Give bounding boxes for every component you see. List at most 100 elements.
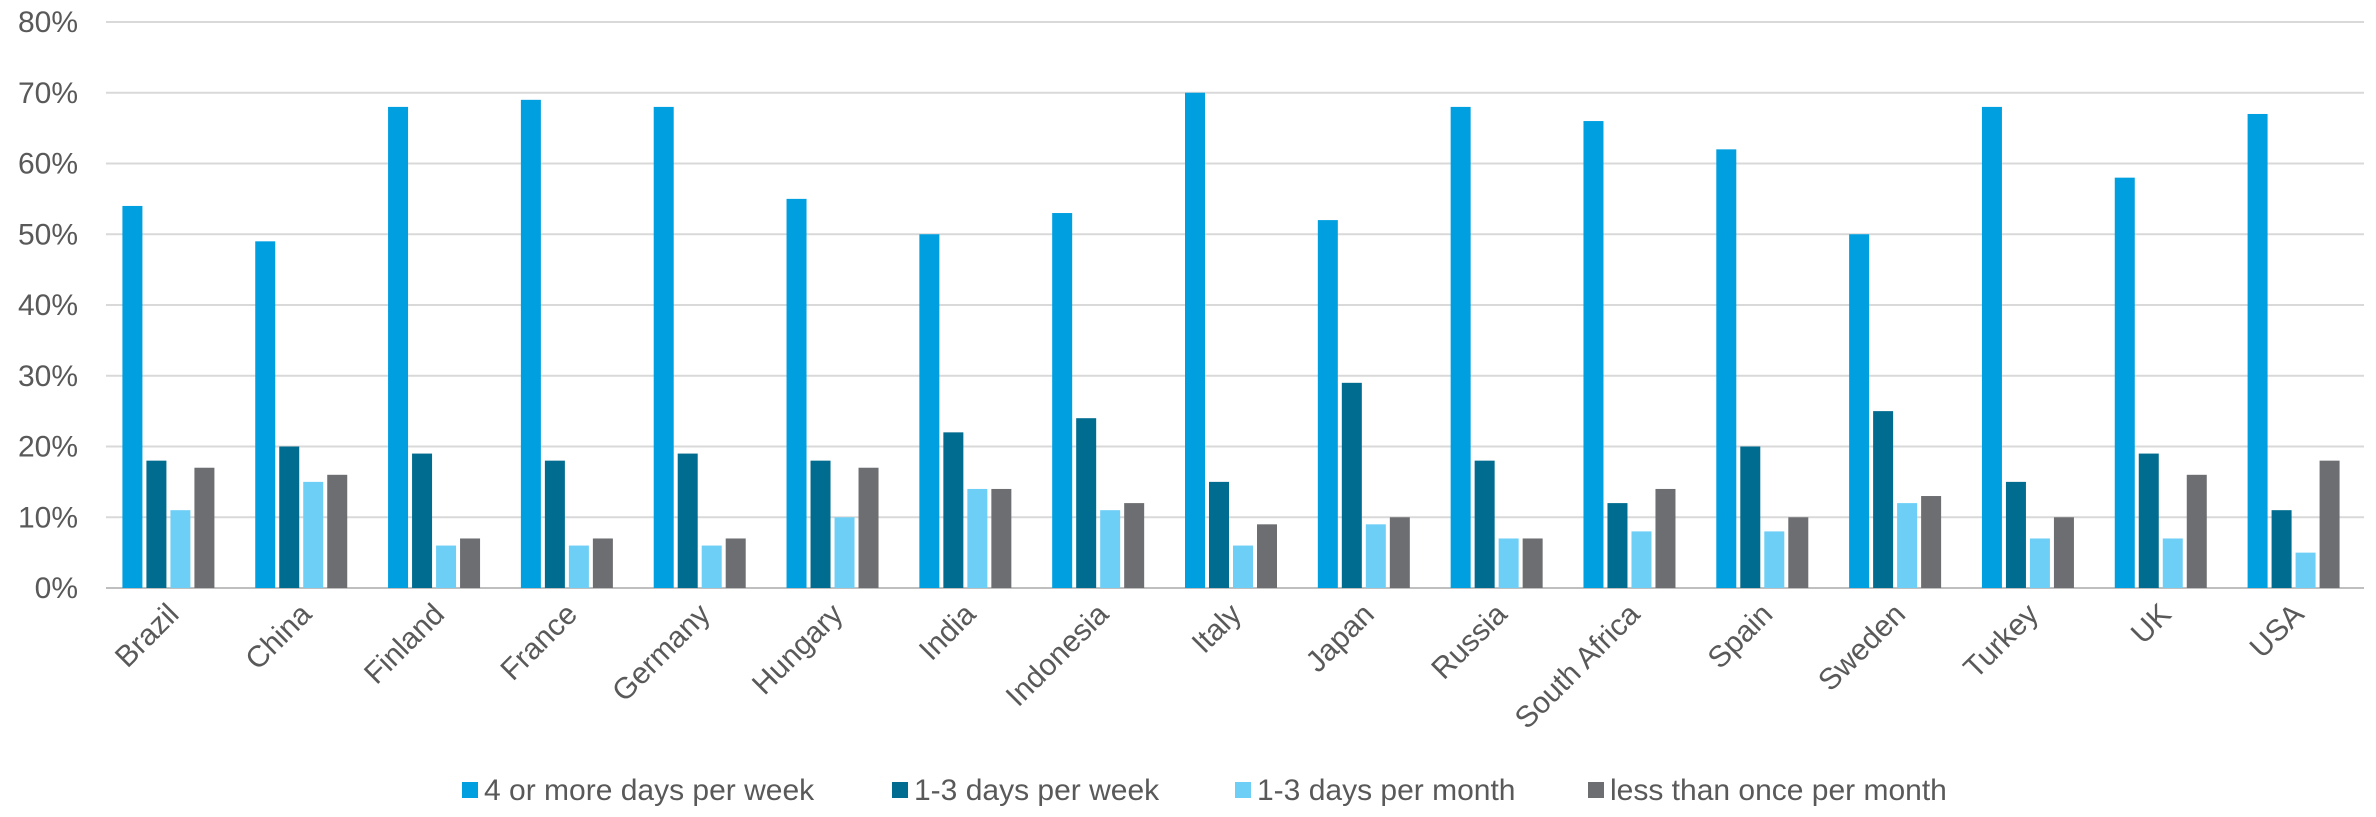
bar [2162, 538, 2183, 588]
bar [1052, 213, 1073, 588]
bar [2319, 460, 2340, 588]
bar-group-usa [2247, 113, 2340, 588]
category-label: Indonesia [1000, 597, 1116, 713]
bar [255, 241, 276, 588]
y-tick-label: 0% [35, 572, 78, 605]
bar-group-indonesia [1052, 213, 1145, 588]
bar [725, 538, 746, 588]
legend: 4 or more days per week 1-3 days per week… [462, 774, 1947, 807]
bar [1873, 411, 1894, 588]
bar-group-germany [653, 106, 746, 589]
bar [810, 460, 831, 588]
bar [1474, 460, 1495, 588]
bar [1100, 510, 1121, 588]
legend-item: 4 or more days per week [462, 774, 815, 807]
bar [520, 99, 541, 588]
y-tick-label: 20% [18, 431, 78, 464]
bar [786, 198, 807, 588]
bar [834, 517, 855, 588]
bar [194, 467, 215, 588]
legend-item: 1-3 days per week [892, 774, 1160, 807]
bar [1897, 503, 1918, 588]
category-label: Germany [606, 598, 717, 709]
legend-label: less than once per month [1610, 774, 1947, 807]
y-tick-label: 40% [18, 289, 78, 322]
bar [1607, 503, 1628, 588]
bar [303, 481, 324, 588]
y-tick-label: 80% [18, 6, 78, 39]
category-label: China [239, 597, 318, 676]
bar-group-china [255, 241, 348, 588]
category-label: Hungary [746, 598, 850, 702]
bar [2138, 453, 2159, 588]
bar [653, 106, 674, 589]
bar [2005, 481, 2026, 588]
legend-label: 1-3 days per month [1257, 774, 1515, 807]
bar [2053, 517, 2074, 588]
bar [1124, 503, 1145, 588]
bar [1522, 538, 1543, 588]
bar [1788, 517, 1809, 588]
bar-group-uk [2114, 177, 2207, 588]
legend-swatch [462, 782, 478, 798]
bar [1716, 149, 1737, 588]
category-label: UK [2125, 598, 2178, 651]
bar-group-sweden [1849, 234, 1942, 588]
bar-group-turkey [1981, 106, 2074, 589]
bar [1981, 106, 2002, 589]
category-label: France [494, 598, 583, 687]
bar-group-russia [1450, 106, 1543, 589]
category-label: Japan [1300, 598, 1381, 679]
category-label: Brazil [109, 598, 185, 674]
category-label: India [913, 597, 983, 667]
y-tick-label: 70% [18, 77, 78, 110]
bar [1317, 220, 1338, 588]
bar [1921, 496, 1942, 588]
category-label: Russia [1425, 597, 1513, 685]
bar [327, 474, 348, 588]
bar [943, 432, 964, 588]
category-label: Turkey [1958, 598, 2045, 685]
category-label: Spain [1702, 598, 1780, 676]
legend-label: 1-3 days per week [914, 774, 1160, 807]
bar [919, 234, 940, 588]
bar-group-france [520, 99, 613, 588]
legend-label: 4 or more days per week [484, 774, 815, 807]
bar-group-finland [388, 106, 481, 589]
y-tick-label: 30% [18, 360, 78, 393]
bar [1341, 382, 1362, 588]
bar-group-spain [1716, 149, 1809, 588]
bar [1076, 418, 1097, 588]
bar [677, 453, 698, 588]
legend-swatch [1588, 782, 1604, 798]
bar [1583, 121, 1604, 589]
legend-swatch [1235, 782, 1251, 798]
bar [592, 538, 613, 588]
legend-item: 1-3 days per month [1235, 774, 1515, 807]
bar [460, 538, 481, 588]
category-label: Italy [1186, 598, 1248, 660]
bar [568, 545, 589, 588]
legend-swatch [892, 782, 908, 798]
bar [2186, 474, 2207, 588]
bar [991, 488, 1012, 588]
x-axis-labels: Brazil China Finland France Germany Hungary In… [109, 597, 2311, 735]
bar [967, 488, 988, 588]
bar [1209, 481, 1229, 588]
bar [1185, 92, 1205, 588]
bars [122, 92, 2340, 589]
bar [1849, 234, 1870, 588]
legend-item: less than once per month [1588, 774, 1947, 807]
bar [1764, 531, 1785, 588]
bar [701, 545, 722, 588]
bar-group-brazil [122, 205, 215, 588]
bar [1389, 517, 1410, 588]
category-label: South Africa [1509, 597, 1647, 735]
gridlines [106, 21, 2364, 589]
bar [1257, 524, 1277, 588]
y-tick-label: 50% [18, 218, 78, 251]
bar [1450, 106, 1471, 589]
bar [544, 460, 565, 588]
